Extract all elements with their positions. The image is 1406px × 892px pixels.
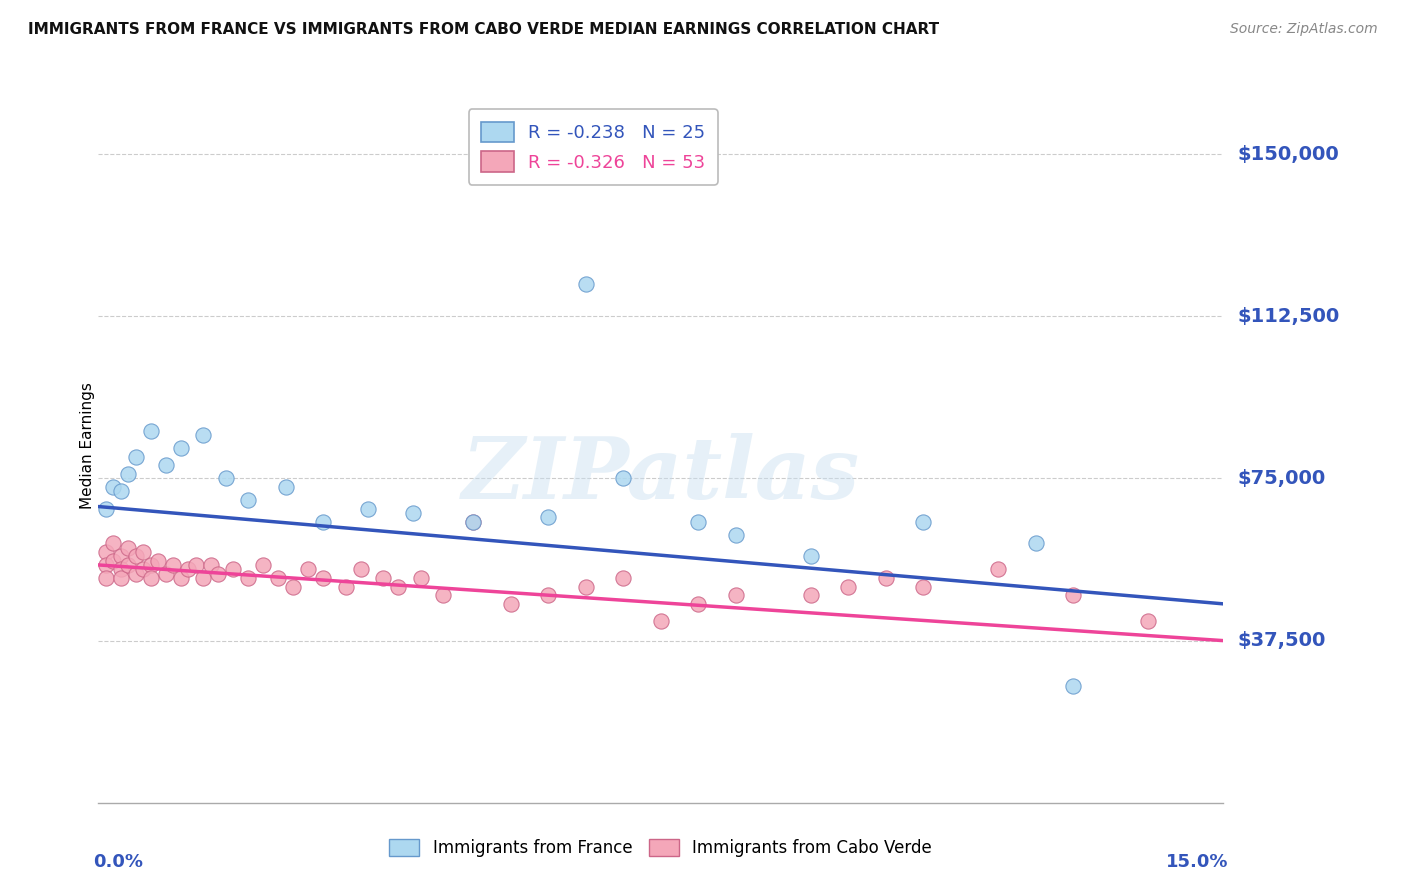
Point	[724, 588, 747, 602]
Point	[162, 558, 184, 572]
Point	[252, 558, 274, 572]
Point	[912, 515, 935, 529]
Point	[222, 562, 245, 576]
Point	[312, 571, 335, 585]
Point	[875, 571, 897, 585]
Point	[650, 614, 672, 628]
Point	[283, 580, 305, 594]
Text: IMMIGRANTS FROM FRANCE VS IMMIGRANTS FROM CABO VERDE MEDIAN EARNINGS CORRELATION: IMMIGRANTS FROM FRANCE VS IMMIGRANTS FRO…	[28, 22, 939, 37]
Point	[537, 588, 560, 602]
Point	[139, 558, 162, 572]
Point	[103, 480, 125, 494]
Text: ZIPatlas: ZIPatlas	[461, 433, 860, 516]
Point	[800, 588, 823, 602]
Text: Source: ZipAtlas.com: Source: ZipAtlas.com	[1230, 22, 1378, 37]
Point	[387, 580, 409, 594]
Point	[537, 510, 560, 524]
Point	[837, 580, 859, 594]
Point	[312, 515, 335, 529]
Point	[132, 545, 155, 559]
Point	[357, 501, 380, 516]
Point	[402, 506, 425, 520]
Point	[612, 471, 634, 485]
Point	[193, 428, 215, 442]
Point	[463, 515, 485, 529]
Point	[94, 558, 117, 572]
Point	[215, 471, 238, 485]
Point	[987, 562, 1010, 576]
Point	[170, 571, 193, 585]
Point	[139, 424, 162, 438]
Point	[350, 562, 373, 576]
Point	[177, 562, 200, 576]
Point	[688, 597, 710, 611]
Point	[155, 458, 177, 473]
Text: $75,000: $75,000	[1237, 469, 1326, 488]
Point	[117, 541, 139, 555]
Point	[110, 549, 132, 564]
Point	[238, 571, 260, 585]
Point	[170, 441, 193, 455]
Point	[688, 515, 710, 529]
Point	[117, 467, 139, 482]
Point	[155, 566, 177, 581]
Point	[103, 536, 125, 550]
Point	[432, 588, 454, 602]
Text: $37,500: $37,500	[1237, 632, 1326, 650]
Point	[612, 571, 634, 585]
Point	[274, 480, 297, 494]
Text: $112,500: $112,500	[1237, 307, 1340, 326]
Point	[912, 580, 935, 594]
Point	[499, 597, 522, 611]
Point	[94, 545, 117, 559]
Text: 15.0%: 15.0%	[1167, 853, 1229, 871]
Point	[139, 571, 162, 585]
Point	[94, 501, 117, 516]
Y-axis label: Median Earnings: Median Earnings	[80, 383, 94, 509]
Point	[193, 571, 215, 585]
Point	[1137, 614, 1160, 628]
Point	[238, 493, 260, 508]
Point	[103, 553, 125, 567]
Point	[207, 566, 229, 581]
Point	[800, 549, 823, 564]
Point	[267, 571, 290, 585]
Point	[200, 558, 222, 572]
Point	[575, 277, 598, 291]
Point	[297, 562, 319, 576]
Point	[335, 580, 357, 594]
Point	[463, 515, 485, 529]
Point	[1062, 679, 1084, 693]
Text: $150,000: $150,000	[1237, 145, 1339, 163]
Point	[1025, 536, 1047, 550]
Point	[409, 571, 432, 585]
Point	[117, 558, 139, 572]
Point	[184, 558, 207, 572]
Point	[148, 553, 170, 567]
Point	[575, 580, 598, 594]
Text: 0.0%: 0.0%	[93, 853, 143, 871]
Point	[125, 566, 148, 581]
Point	[110, 571, 132, 585]
Point	[1062, 588, 1084, 602]
Point	[125, 549, 148, 564]
Point	[94, 571, 117, 585]
Point	[125, 450, 148, 464]
Legend: Immigrants from France, Immigrants from Cabo Verde: Immigrants from France, Immigrants from …	[381, 831, 941, 866]
Point	[724, 527, 747, 541]
Point	[110, 562, 132, 576]
Point	[132, 562, 155, 576]
Point	[373, 571, 395, 585]
Point	[110, 484, 132, 499]
